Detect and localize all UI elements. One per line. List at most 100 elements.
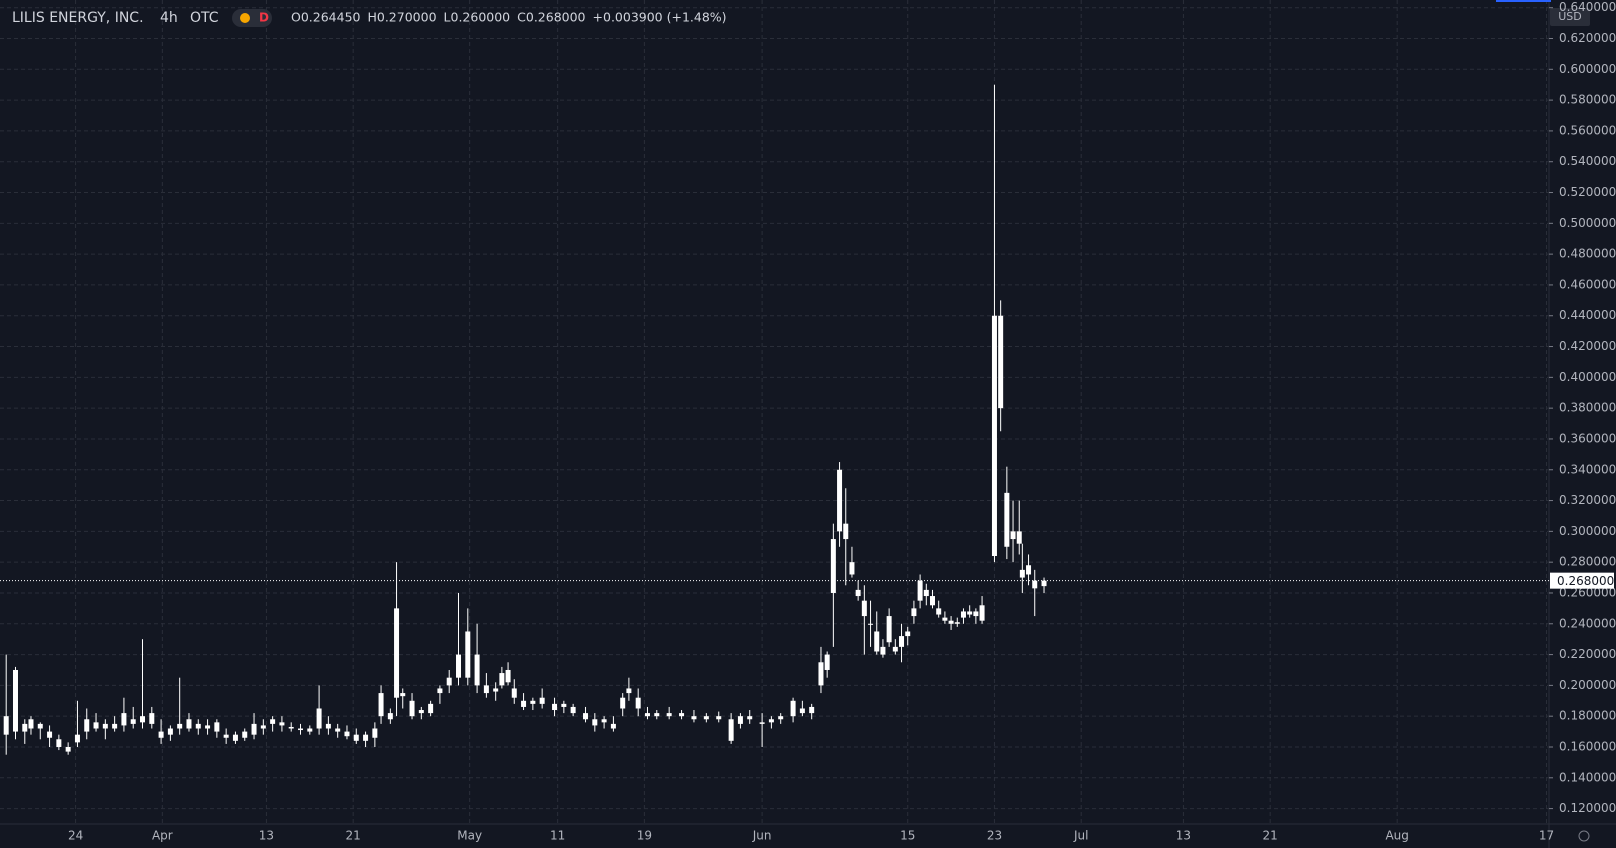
candle-body <box>666 713 672 717</box>
candle-body <box>679 713 685 717</box>
x-tick-label: May <box>457 829 482 843</box>
candle-body <box>561 703 567 707</box>
currency: USD <box>1558 10 1582 23</box>
candle-body <box>3 716 9 735</box>
candle-body <box>892 646 898 652</box>
candle-body <box>991 315 997 557</box>
x-tick-label: 21 <box>346 829 361 843</box>
candle-body <box>967 611 973 615</box>
y-tick-label: 0.180000 <box>1559 709 1616 723</box>
candle-body <box>474 654 480 686</box>
y-tick-label: 0.640000 <box>1559 0 1616 14</box>
x-tick-label: Jul <box>1073 829 1088 843</box>
candle-body <box>905 631 911 637</box>
candle-body <box>456 654 462 678</box>
candle-body <box>205 725 211 729</box>
ohlc-legend: O0.264450 H0.270000 L0.260000 C0.268000 +0.0… <box>291 10 727 25</box>
candle-body <box>372 728 378 738</box>
candle-body <box>22 723 28 732</box>
grid <box>0 0 1549 824</box>
candle-body <box>768 719 774 723</box>
candle-body <box>899 636 905 647</box>
currency-bg <box>1550 8 1590 26</box>
x-tick-label: 13 <box>259 829 274 843</box>
symbol-title: LILIS ENERGY, INC. <box>12 10 144 26</box>
candle-body <box>874 631 880 652</box>
candle-body <box>409 700 415 717</box>
candle-body <box>1016 531 1022 544</box>
candle-body <box>483 685 489 694</box>
candle-body <box>799 708 805 714</box>
candle-body <box>654 713 660 717</box>
candle-body <box>855 589 861 597</box>
candle-body <box>583 713 589 720</box>
candle-body <box>830 539 836 593</box>
candle-body <box>886 616 892 643</box>
y-tick-label: 0.520000 <box>1559 185 1616 199</box>
candle-body <box>242 731 248 738</box>
candle-body <box>428 703 434 714</box>
candle-body <box>112 723 118 729</box>
candle-body <box>37 723 43 729</box>
candle-body <box>737 716 743 724</box>
x-tick-label: 15 <box>900 829 915 843</box>
x-tick-label: Jun <box>752 829 772 843</box>
candle-body <box>790 700 796 717</box>
candle-body <box>12 669 18 732</box>
last-price-label: 0.268000 <box>1557 574 1614 588</box>
x-tick-label: 21 <box>1263 829 1278 843</box>
candle-body <box>56 739 62 747</box>
x-tick-label: Apr <box>152 829 173 843</box>
interval: 4h <box>160 10 178 26</box>
candle-body <box>47 731 53 738</box>
candle-body <box>223 734 229 738</box>
y-tick-label: 0.440000 <box>1559 308 1616 322</box>
candle-body <box>861 600 867 617</box>
ohlc-value: C0.268000 <box>517 10 585 25</box>
y-tick-label: 0.400000 <box>1559 370 1616 384</box>
candle-body <box>747 716 753 720</box>
y-tick-label: 0.620000 <box>1559 31 1616 45</box>
candle-body <box>521 700 527 707</box>
candle-body <box>1019 569 1025 578</box>
x-tick-label: 24 <box>68 829 83 843</box>
ohlc-value: O0.264450 <box>291 10 361 25</box>
candle-body <box>837 469 843 532</box>
candle-body <box>923 589 929 597</box>
candle-body <box>552 703 558 711</box>
x-tick-label: Aug <box>1385 829 1408 843</box>
candle-body <box>446 677 452 686</box>
candle-body <box>998 315 1004 409</box>
candle-body <box>880 646 886 655</box>
x-tick-label: 13 <box>1176 829 1191 843</box>
candle-body <box>635 697 641 709</box>
candle-body <box>465 631 471 678</box>
candle-body <box>251 723 257 735</box>
candle-body <box>74 734 80 743</box>
candle-body <box>325 723 331 729</box>
candle-body <box>102 723 108 729</box>
exchange: OTC <box>190 10 219 26</box>
candle-body <box>363 734 369 741</box>
candle-body <box>121 713 127 726</box>
y-tick-label: 0.120000 <box>1559 801 1616 815</box>
y-tick-label: 0.340000 <box>1559 462 1616 476</box>
candle-body <box>1010 531 1016 540</box>
candle-body <box>288 726 294 729</box>
candle-body <box>493 688 499 692</box>
candle-body <box>610 723 616 729</box>
candle-body <box>65 746 71 752</box>
candle-body <box>843 523 849 540</box>
candle-body <box>344 731 350 737</box>
candle-body <box>620 697 626 709</box>
y-tick-label: 0.360000 <box>1559 431 1616 445</box>
candle-body <box>644 713 650 717</box>
y-tick-label: 0.140000 <box>1559 770 1616 784</box>
candle-body <box>942 617 948 621</box>
candle-body <box>279 722 285 726</box>
candle-body <box>1032 580 1038 589</box>
candle-body <box>601 719 607 723</box>
settings-icon[interactable] <box>1578 830 1590 842</box>
candle-body <box>387 713 393 720</box>
